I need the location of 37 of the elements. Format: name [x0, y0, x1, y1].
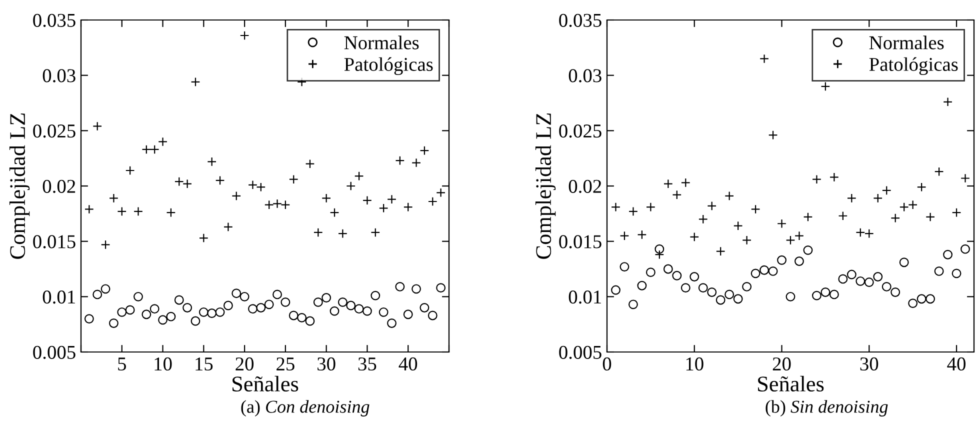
- legend-label: Patológicas: [869, 57, 958, 76]
- y-tick-label: 0.02: [568, 180, 602, 194]
- x-axis-title: Señales: [758, 376, 824, 392]
- legend-label: Normales: [344, 36, 419, 50]
- y-tick-label: 0.015: [559, 235, 602, 248]
- y-tick-label: 0.03: [568, 69, 602, 82]
- y-tick-label: 0.01: [568, 290, 601, 304]
- x-tick-label: 30: [318, 357, 336, 371]
- x-tick-label: 5: [118, 358, 126, 371]
- legend-label: Patológicas: [344, 57, 433, 76]
- x-tick-label: 20: [236, 357, 254, 371]
- y-tick-label: 0.035: [33, 14, 76, 28]
- x-tick-label: 25: [276, 357, 294, 371]
- y-tick-label: 0.03: [42, 69, 76, 82]
- text: (a) Con denoising: [241, 400, 370, 417]
- y-tick-label: 0.01: [42, 290, 75, 304]
- x-axis-title: Señales: [232, 376, 298, 392]
- y-tick-label: 0.035: [559, 14, 602, 28]
- x-tick-label: 0: [602, 357, 612, 371]
- x-tick-label: 40: [947, 357, 966, 371]
- y-tick-label: 0.02: [42, 180, 76, 194]
- y-tick-label: 0.005: [559, 346, 602, 360]
- y-axis-title: Complejidad LZ: [9, 113, 30, 259]
- x-tick-label: 15: [196, 358, 213, 371]
- text: (b) Sin denoising: [766, 400, 888, 417]
- y-tick-label: 0.025: [559, 124, 602, 138]
- y-tick-label: 0.025: [33, 124, 76, 138]
- y-tick-label: 0.005: [33, 346, 76, 360]
- x-tick-label: 40: [398, 357, 418, 371]
- x-tick-label: 35: [358, 357, 376, 371]
- y-tick-label: 0.015: [33, 235, 76, 248]
- y-axis-title: Complejidad LZ: [535, 113, 556, 259]
- legend-label: Normales: [869, 36, 944, 50]
- x-tick-label: 30: [860, 357, 878, 371]
- x-tick-label: 10: [154, 357, 172, 371]
- x-tick-label: 20: [772, 357, 791, 371]
- x-tick-label: 10: [686, 357, 704, 371]
